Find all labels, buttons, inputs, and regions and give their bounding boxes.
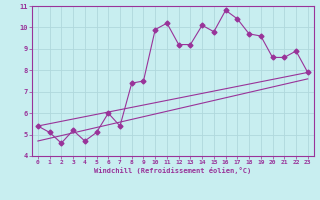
X-axis label: Windchill (Refroidissement éolien,°C): Windchill (Refroidissement éolien,°C): [94, 167, 252, 174]
